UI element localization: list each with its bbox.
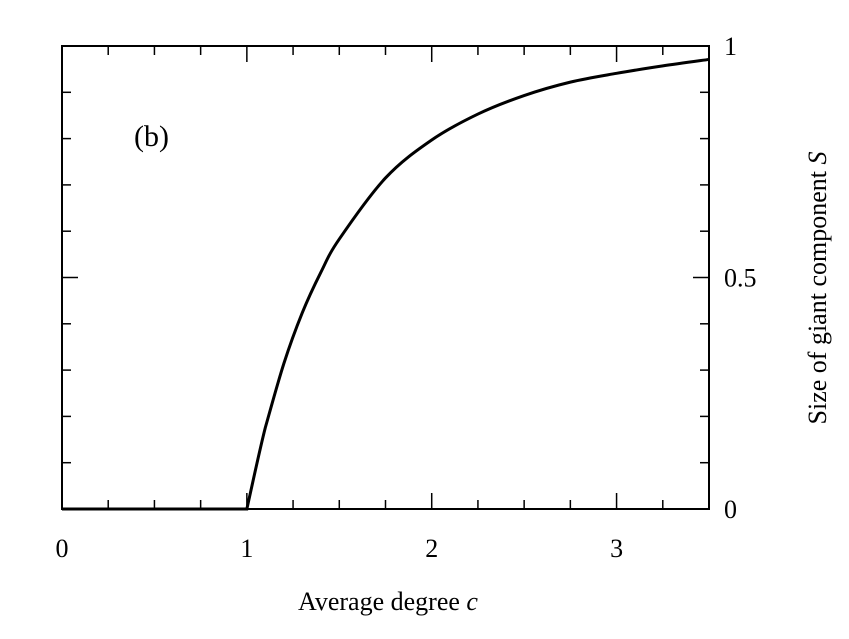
x-tick-label: 1 [240,534,253,563]
x-tick-label: 0 [56,534,69,563]
minor-ticks [62,46,709,509]
tick-labels: 0 1 2 3 0 0.5 1 [56,32,757,563]
major-ticks [61,45,709,510]
panel-label: (b) [134,120,169,153]
plot-frame [61,45,710,510]
x-tick-label: 2 [425,534,438,563]
x-axis-title: Average degree c [298,587,478,616]
series-line [62,57,710,511]
y-axis-title: Size of giant component S [803,152,832,425]
y-tick-label: 0.5 [724,264,757,293]
x-tick-label: 3 [610,534,623,563]
y-tick-label: 0 [724,495,737,524]
y-tick-label: 1 [724,32,737,61]
